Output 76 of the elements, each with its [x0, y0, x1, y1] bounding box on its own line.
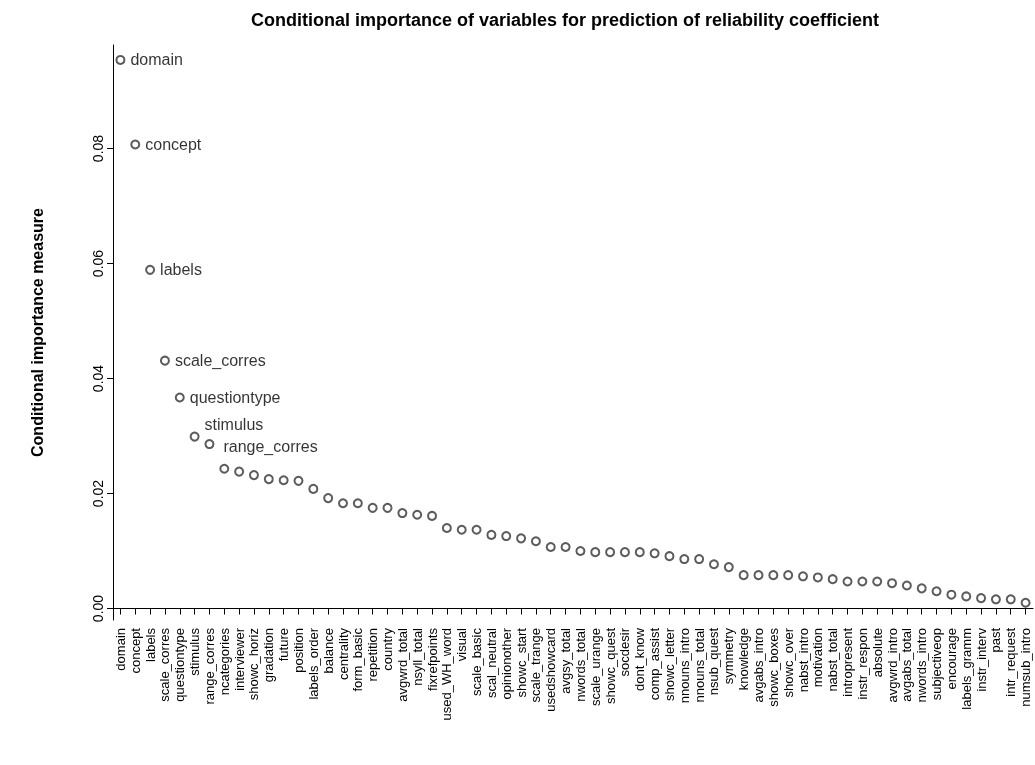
x-tick-label: dont_know [632, 627, 648, 691]
x-tick-label: visual [454, 627, 470, 662]
x-tick-label: showc_boxes [765, 627, 781, 707]
x-tick-label: showc_over [780, 627, 796, 698]
x-tick-label: intr_request [1003, 627, 1019, 697]
x-tick-label: past [988, 627, 1004, 653]
x-tick-label: scale_urange [587, 628, 603, 707]
x-tick-label: showc_start [513, 627, 529, 698]
x-tick-label: nsyll_total [409, 627, 425, 686]
x-tick-label: absolute [869, 628, 885, 678]
x-tick-label: domain [112, 628, 128, 671]
x-tick-label: opinionother [498, 627, 514, 700]
x-tick-label: balance [320, 628, 336, 674]
x-tick-label: motivation [810, 628, 826, 688]
x-tick-label: avgsy_total [558, 627, 574, 694]
x-tick-label: instr_respon [854, 628, 870, 700]
annotation: stimulus [204, 416, 264, 434]
x-tick-label: future [276, 628, 292, 662]
x-tick-label: nnouns_intro [676, 628, 692, 704]
x-tick-label: usedshowcard [543, 628, 559, 712]
x-tick-label: knowledge [736, 628, 752, 691]
x-tick-label: nsub_quest [706, 627, 722, 696]
y-tick-label: 0.08 [90, 134, 106, 163]
x-tick-label: nwords_total [572, 627, 588, 702]
x-tick-label: instr_interv [973, 627, 989, 692]
x-tick-label: used_WH_word [439, 628, 455, 721]
y-tick-label: 0.02 [90, 479, 106, 508]
x-tick-label: subjectiveop [929, 628, 945, 701]
x-tick-label: repetition [365, 628, 381, 682]
x-tick-label: range_corres [201, 627, 217, 705]
x-tick-label: labels [142, 627, 158, 662]
x-tick-label: form_basic [350, 627, 366, 692]
x-tick-label: ncategories [216, 627, 232, 696]
x-tick-label: scale_basic [469, 627, 485, 696]
x-tick-label: scale_trange [528, 628, 544, 703]
x-tick-label: socdesir [617, 627, 633, 677]
annotation: domain [130, 51, 183, 69]
annotation: range_corres [223, 437, 318, 456]
x-tick-label: concept [127, 627, 143, 674]
x-tick-label: symmetry [721, 627, 737, 685]
x-tick-label: centrality [335, 627, 351, 681]
x-tick-label: position [290, 628, 306, 673]
annotation: concept [145, 135, 202, 153]
x-tick-label: showc_quest [602, 627, 618, 704]
annotation: scale_corres [174, 352, 266, 371]
x-tick-label: gradation [261, 628, 277, 683]
x-tick-label: showc_letter [661, 627, 677, 701]
x-tick-label: nabst_total [825, 627, 841, 692]
x-tick-label: labels_order [305, 627, 321, 700]
x-tick-label: avgwrd_total [394, 627, 410, 702]
x-tick-label: comp_assist [647, 627, 663, 701]
x-tick-label: scale_corres [157, 627, 173, 702]
x-tick-label: fixrefpoints [424, 627, 440, 691]
x-tick-label: encourage [943, 628, 959, 690]
chart-title: Conditional importance of variables for prediction of reliability coefficient [250, 10, 880, 30]
x-tick-label: nwords_intro [914, 628, 930, 703]
x-tick-label: country [380, 627, 396, 671]
x-tick-label: avgabs_total [899, 627, 915, 702]
y-tick-label: 0.06 [90, 249, 106, 278]
x-tick-label: interviewer [231, 627, 247, 691]
annotation: labels [160, 261, 202, 279]
x-tick-label: nabst_intro [795, 628, 811, 693]
x-tick-label: showc_horiz [246, 628, 262, 701]
y-tick-label: 0.00 [90, 594, 106, 623]
x-tick-label: questiontype [172, 628, 188, 702]
x-tick-label: numsub_intro [1018, 628, 1034, 707]
x-tick-label: avgwrd_intro [884, 628, 900, 703]
x-tick-label: avgabs_intro [750, 628, 766, 703]
x-tick-label: labels_gramm [958, 628, 974, 710]
x-tick-label: nnouns_total [691, 627, 707, 703]
x-tick-label: intropresent [840, 627, 856, 697]
x-tick-label: scal_neutral [483, 627, 499, 699]
y-tick-label: 0.04 [90, 364, 106, 393]
x-tick-label: stimulus [187, 627, 203, 676]
annotation: questiontype [189, 388, 281, 406]
y-axis-title: Conditional importance measure [28, 207, 46, 457]
